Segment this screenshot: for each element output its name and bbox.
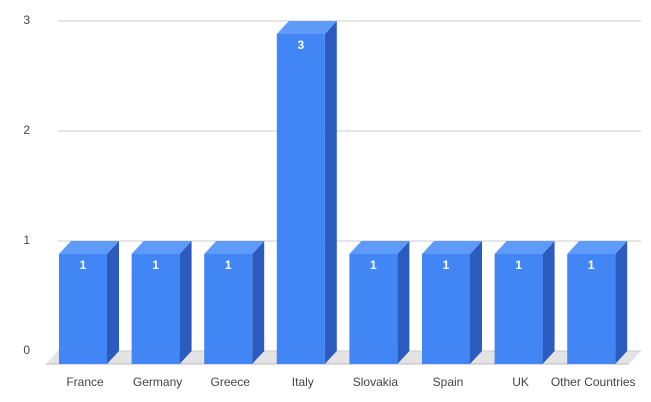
value-label: 1 (370, 258, 377, 272)
x-tick-label: UK (512, 375, 529, 389)
y-tick-label: 0 (23, 343, 30, 357)
x-tick-label: France (66, 375, 104, 389)
bar-side (107, 241, 119, 364)
bar (276, 34, 325, 364)
bar-top (494, 241, 555, 254)
bar-top (59, 241, 119, 254)
bar-side (470, 241, 482, 364)
bar-top (131, 241, 192, 254)
bar (422, 254, 470, 364)
bar-top (276, 21, 337, 34)
value-label: 3 (297, 38, 304, 52)
value-label: 1 (225, 258, 232, 272)
x-tick-label: Slovakia (353, 375, 399, 389)
bar (131, 254, 180, 364)
value-label: 1 (152, 258, 159, 272)
bar (204, 254, 253, 364)
bar (494, 254, 543, 364)
y-tick-label: 1 (23, 233, 30, 247)
bar-top (567, 241, 628, 254)
bar-side (397, 241, 410, 364)
x-tick-label: Italy (292, 375, 314, 389)
floor (46, 351, 641, 364)
bar-top (422, 241, 482, 254)
value-label: 1 (80, 258, 87, 272)
bar-top (204, 241, 265, 254)
bar-side (324, 21, 337, 364)
bar (349, 254, 398, 364)
bar-top (349, 241, 410, 254)
value-label: 1 (588, 258, 595, 272)
x-tick-label: Spain (433, 375, 464, 389)
value-label: 1 (443, 258, 450, 272)
value-label: 1 (515, 258, 522, 272)
bar-side (179, 241, 192, 364)
bar (567, 254, 616, 364)
bar-side (542, 241, 555, 364)
bar (59, 254, 107, 364)
x-tick-label: Other Countries (551, 375, 636, 389)
bar-side (615, 241, 628, 364)
x-tick-label: Germany (133, 375, 182, 389)
bar-side (252, 241, 265, 364)
y-tick-label: 3 (23, 13, 30, 27)
y-tick-label: 2 (23, 123, 30, 137)
x-tick-label: Greece (211, 375, 251, 389)
